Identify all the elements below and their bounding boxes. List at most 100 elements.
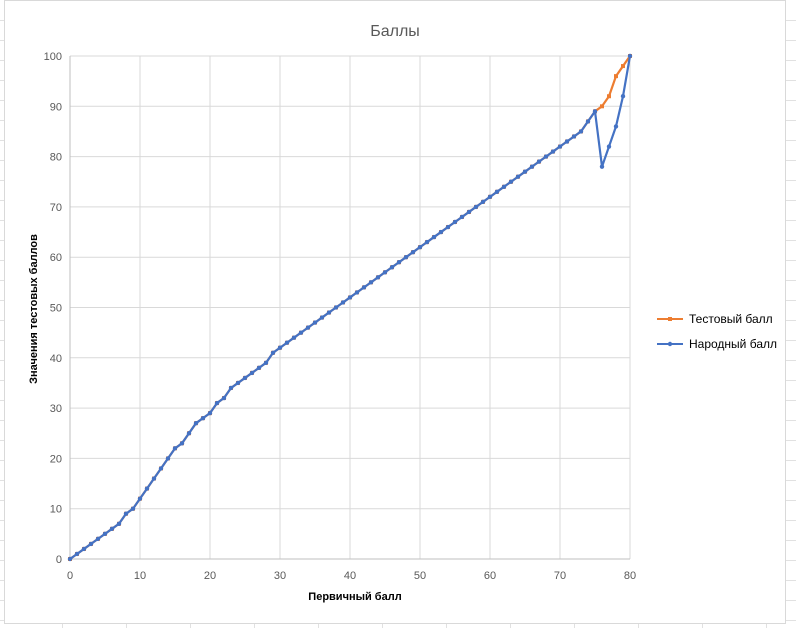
data-point[interactable]	[578, 129, 584, 134]
data-point[interactable]	[165, 456, 171, 461]
data-point[interactable]	[606, 144, 612, 149]
data-point[interactable]	[242, 375, 248, 381]
data-point[interactable]	[571, 134, 577, 139]
data-point[interactable]	[214, 400, 220, 406]
data-point[interactable]	[319, 315, 325, 320]
data-point[interactable]	[550, 149, 556, 154]
data-point[interactable]	[354, 290, 360, 295]
y-tick-label: 70	[50, 202, 62, 214]
data-point[interactable]	[621, 64, 625, 69]
x-tick-label: 30	[274, 570, 286, 582]
data-point[interactable]	[81, 546, 87, 552]
data-point[interactable]	[494, 189, 500, 195]
data-point[interactable]	[382, 270, 388, 275]
data-point[interactable]	[536, 159, 542, 164]
data-point[interactable]	[305, 325, 311, 330]
data-point[interactable]	[270, 350, 276, 355]
data-point[interactable]	[403, 255, 409, 260]
data-point[interactable]	[620, 94, 626, 99]
data-point[interactable]	[592, 109, 598, 114]
data-point[interactable]	[130, 506, 136, 511]
x-tick-label: 80	[624, 570, 636, 582]
data-point[interactable]	[116, 521, 122, 526]
data-point[interactable]	[501, 184, 507, 189]
data-point[interactable]	[102, 531, 108, 537]
y-axis-title: Значения тестовых баллов	[28, 234, 40, 384]
data-point[interactable]	[158, 466, 164, 471]
data-point[interactable]	[228, 385, 234, 391]
data-point[interactable]	[473, 204, 479, 210]
data-point[interactable]	[172, 446, 178, 451]
data-point[interactable]	[277, 345, 283, 350]
x-tick-label: 50	[414, 570, 426, 582]
data-point[interactable]	[515, 174, 521, 179]
data-point[interactable]	[375, 275, 381, 280]
data-point[interactable]	[585, 119, 591, 124]
data-point[interactable]	[564, 139, 570, 144]
data-point[interactable]	[599, 164, 605, 169]
data-point[interactable]	[361, 285, 367, 290]
data-point[interactable]	[410, 249, 416, 255]
data-point[interactable]	[431, 234, 437, 240]
data-point[interactable]	[123, 511, 129, 516]
data-point[interactable]	[600, 104, 604, 109]
data-point[interactable]	[137, 496, 143, 501]
y-tick-label: 0	[56, 554, 62, 566]
legend-item-folk-score[interactable]: Народный балл	[657, 337, 777, 351]
data-point[interactable]	[235, 380, 241, 386]
data-point[interactable]	[221, 395, 227, 401]
data-point[interactable]	[508, 179, 514, 184]
data-point[interactable]	[627, 53, 633, 59]
data-point[interactable]	[95, 536, 101, 542]
data-point[interactable]	[312, 320, 318, 325]
data-point[interactable]	[466, 209, 472, 215]
data-point[interactable]	[256, 365, 262, 371]
data-point[interactable]	[424, 239, 430, 245]
data-point[interactable]	[340, 300, 346, 305]
y-tick-label: 10	[50, 504, 62, 516]
data-point[interactable]	[459, 214, 465, 220]
data-point[interactable]	[557, 144, 563, 149]
data-point[interactable]	[487, 194, 493, 200]
tick-labels: 0 10 20 30 40 50 60 70 80 90 100 0 10 20 30 40 50 60 70 80	[44, 51, 636, 582]
data-point[interactable]	[396, 260, 402, 265]
data-point[interactable]	[74, 551, 80, 557]
data-point[interactable]	[607, 94, 611, 99]
data-point[interactable]	[445, 224, 451, 230]
data-point[interactable]	[88, 541, 94, 547]
legend[interactable]: Тестовый балл Народный балл	[657, 312, 777, 351]
data-point[interactable]	[480, 199, 486, 205]
data-point[interactable]	[529, 164, 535, 169]
data-point[interactable]	[438, 229, 444, 235]
data-point[interactable]	[298, 330, 304, 335]
data-point[interactable]	[144, 486, 150, 491]
chart-area[interactable]: 0 10 20 30 40 50 60 70 80 90 100 0 10 20 30 40 50 60 70 80 …	[4, 0, 786, 624]
data-point[interactable]	[368, 280, 374, 285]
data-point[interactable]	[347, 295, 353, 300]
data-point[interactable]	[179, 441, 185, 446]
legend-item-test-score[interactable]: Тестовый балл	[657, 312, 773, 326]
series-folk-score[interactable]	[67, 53, 633, 562]
data-point[interactable]	[543, 154, 549, 159]
data-point[interactable]	[200, 415, 206, 421]
data-point[interactable]	[389, 265, 395, 270]
data-point[interactable]	[193, 420, 199, 426]
data-point[interactable]	[263, 360, 269, 366]
data-point[interactable]	[417, 244, 423, 250]
data-point[interactable]	[613, 124, 619, 129]
data-point[interactable]	[522, 169, 528, 174]
data-point[interactable]	[186, 431, 192, 436]
data-point[interactable]	[284, 340, 290, 345]
gridlines	[69, 55, 631, 560]
data-point[interactable]	[614, 74, 618, 79]
data-point[interactable]	[452, 219, 458, 225]
data-point[interactable]	[109, 526, 115, 532]
data-point[interactable]	[333, 305, 339, 310]
data-point[interactable]	[326, 310, 332, 315]
data-point[interactable]	[151, 476, 157, 481]
y-tick-label: 50	[50, 303, 62, 315]
data-point[interactable]	[291, 335, 297, 340]
data-point[interactable]	[249, 370, 255, 376]
data-point[interactable]	[67, 556, 73, 562]
data-point[interactable]	[207, 410, 213, 416]
